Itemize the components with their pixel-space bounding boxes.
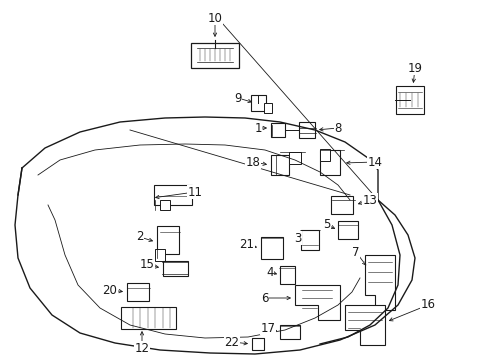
Bar	[270, 155, 288, 175]
Text: 4: 4	[265, 266, 273, 279]
Bar	[337, 221, 357, 239]
Bar	[251, 338, 264, 350]
Bar	[127, 283, 149, 301]
Bar	[395, 86, 423, 114]
Text: 3: 3	[294, 231, 301, 244]
Bar	[250, 95, 265, 111]
Bar	[261, 237, 283, 259]
Text: 19: 19	[407, 62, 422, 75]
Text: 11: 11	[187, 185, 202, 198]
Polygon shape	[364, 255, 394, 310]
Text: 9: 9	[234, 91, 241, 104]
Text: 2: 2	[136, 230, 143, 243]
Bar	[191, 42, 239, 68]
Text: 1: 1	[254, 122, 261, 135]
Text: 14: 14	[367, 156, 382, 168]
Text: 18: 18	[245, 156, 260, 168]
Bar	[155, 249, 164, 261]
Bar	[301, 230, 318, 250]
Text: 7: 7	[351, 246, 359, 258]
Bar	[298, 122, 314, 138]
Bar	[330, 196, 352, 214]
Text: 6: 6	[261, 292, 268, 305]
Text: 5: 5	[323, 219, 330, 231]
Text: 12: 12	[134, 342, 149, 355]
Text: 21: 21	[239, 238, 254, 252]
Bar	[157, 226, 179, 254]
Bar	[288, 152, 301, 164]
Bar	[319, 149, 339, 175]
Text: 13: 13	[362, 194, 377, 207]
Text: 17: 17	[260, 321, 275, 334]
Text: 20: 20	[102, 284, 117, 297]
Bar	[160, 200, 170, 210]
Bar	[319, 149, 329, 161]
Polygon shape	[345, 305, 384, 345]
Bar	[280, 325, 299, 339]
Bar	[162, 261, 187, 275]
Bar	[270, 123, 285, 137]
Text: 10: 10	[207, 12, 222, 24]
Polygon shape	[294, 285, 339, 320]
Text: 15: 15	[139, 258, 154, 271]
Text: 16: 16	[420, 298, 435, 311]
Text: 8: 8	[334, 122, 341, 135]
Bar	[279, 266, 294, 284]
Bar	[120, 307, 175, 329]
Bar	[154, 185, 192, 205]
Bar	[264, 103, 271, 113]
Text: 22: 22	[224, 336, 239, 348]
